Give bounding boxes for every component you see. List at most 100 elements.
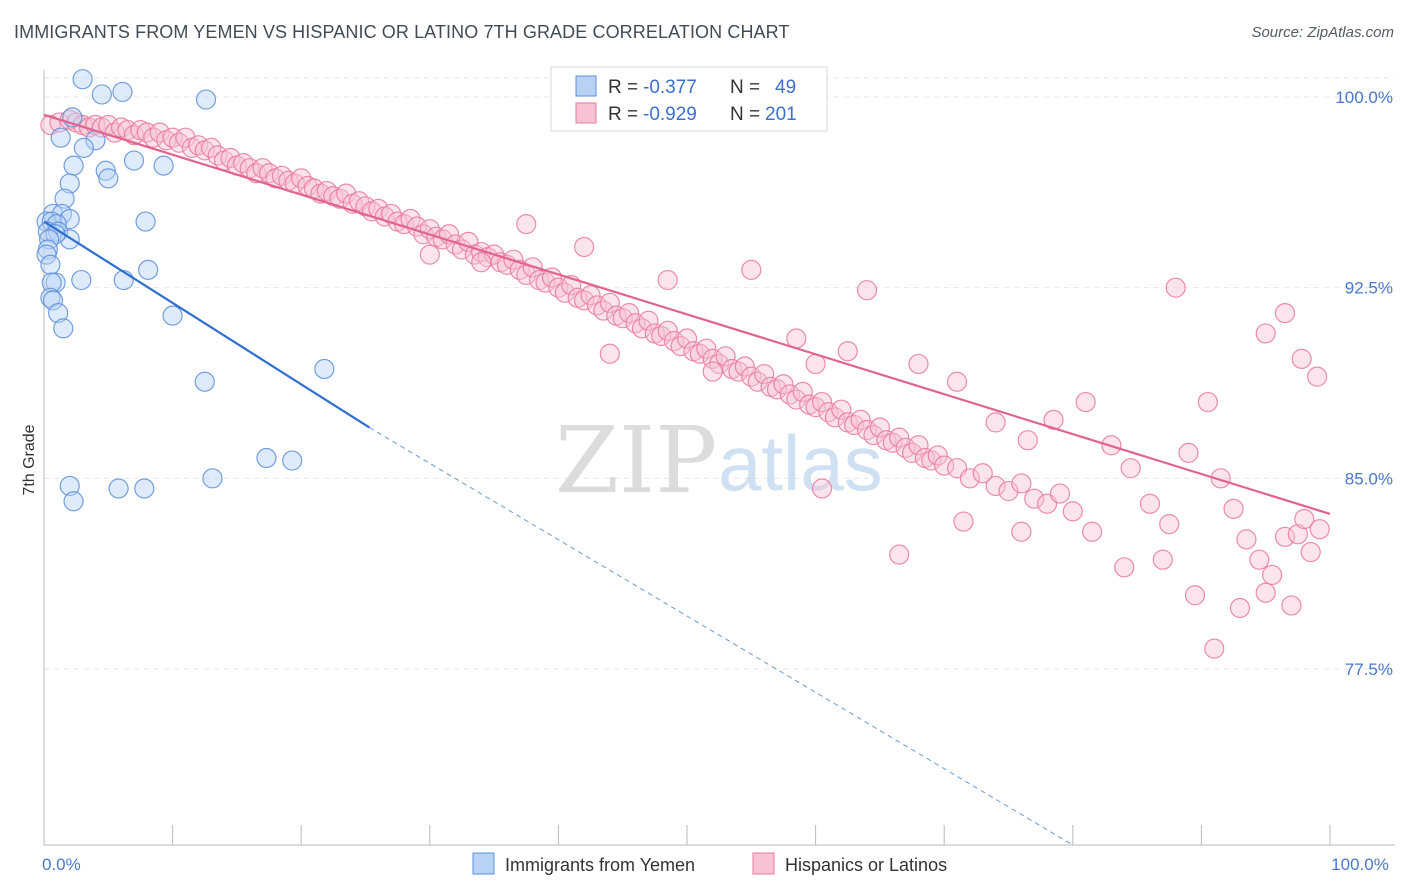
data-point xyxy=(889,544,910,565)
data-point xyxy=(953,511,974,532)
data-point xyxy=(138,259,159,280)
data-point xyxy=(1255,323,1276,344)
data-point xyxy=(959,468,981,489)
data-point xyxy=(1139,493,1161,514)
data-point xyxy=(985,412,1006,433)
data-point xyxy=(1165,277,1186,298)
data-point xyxy=(123,150,145,171)
watermark-atlas: atlas xyxy=(718,419,883,507)
series-hispanics-points xyxy=(40,109,1330,659)
legend-r-value-pink: -0.929 xyxy=(643,104,697,125)
data-point xyxy=(908,435,929,456)
data-point xyxy=(41,211,62,232)
data-point xyxy=(1274,526,1296,547)
data-point xyxy=(856,280,878,301)
data-point xyxy=(599,343,620,364)
data-point xyxy=(41,272,62,293)
y-tick-label: 92.5% xyxy=(1345,279,1393,298)
trend-line-yemen-extension xyxy=(369,427,1074,846)
data-point xyxy=(73,137,94,158)
legend-r-label-pink: R = xyxy=(608,104,638,125)
data-point xyxy=(59,173,80,194)
legend-swatch-pink xyxy=(575,102,597,124)
data-point xyxy=(135,211,156,232)
data-point xyxy=(71,269,92,291)
data-point xyxy=(972,463,993,484)
data-point xyxy=(696,338,717,359)
data-point xyxy=(516,214,537,235)
data-point xyxy=(1307,366,1328,387)
data-point xyxy=(1197,391,1218,413)
data-point xyxy=(72,69,93,90)
data-point xyxy=(811,391,833,413)
data-point xyxy=(1081,521,1103,542)
data-point xyxy=(850,409,871,430)
trend-line-hispanics xyxy=(43,113,1331,515)
data-point xyxy=(657,320,678,341)
data-point xyxy=(1062,501,1083,522)
data-point xyxy=(831,399,852,420)
legend-n-value-pink: 201 xyxy=(765,104,797,125)
data-point xyxy=(36,244,57,265)
data-point xyxy=(42,290,64,311)
data-point xyxy=(1152,549,1173,570)
data-point xyxy=(1184,585,1206,606)
data-point xyxy=(1159,513,1180,535)
data-point xyxy=(162,305,183,326)
legend-n-label-blue: N = xyxy=(730,77,760,98)
data-point xyxy=(336,183,357,204)
data-point xyxy=(1300,541,1321,563)
data-point xyxy=(638,310,659,331)
data-point xyxy=(1291,348,1312,369)
data-point xyxy=(202,468,223,489)
data-point xyxy=(1255,582,1276,603)
x-axis-ticks xyxy=(43,825,1331,845)
data-point xyxy=(1249,549,1270,570)
trend-lines xyxy=(43,113,1331,846)
y-tick-label: 100.0% xyxy=(1335,88,1393,107)
data-point xyxy=(39,229,60,250)
data-point xyxy=(194,371,215,392)
data-point xyxy=(282,450,303,471)
data-point xyxy=(1011,521,1032,542)
data-point xyxy=(153,155,174,176)
data-point xyxy=(946,371,968,392)
data-point xyxy=(1262,564,1283,586)
data-point xyxy=(1178,442,1199,464)
legend-label-yemen: Immigrants from Yemen xyxy=(505,855,695,875)
x-tick-label: 0.0% xyxy=(42,855,81,874)
data-point xyxy=(934,455,955,476)
data-point xyxy=(63,491,84,512)
data-point xyxy=(471,252,492,273)
legend-series: Immigrants from Yemen Hispanics or Latin… xyxy=(472,852,947,875)
trend-line-yemen xyxy=(43,220,370,429)
series-yemen-points xyxy=(36,69,335,512)
chart-source: Source: ZipAtlas.com xyxy=(1251,24,1394,41)
data-point xyxy=(927,445,948,466)
data-point xyxy=(754,364,775,385)
data-point xyxy=(53,318,74,339)
data-point xyxy=(1287,524,1308,545)
data-point xyxy=(1075,391,1096,413)
data-point xyxy=(54,188,75,209)
legend-n-value-blue: 49 xyxy=(775,77,796,98)
data-point xyxy=(314,358,335,380)
data-point xyxy=(40,254,61,275)
watermark-zip: ZIP xyxy=(555,407,717,514)
legend-stats: R = -0.377 N = 49 R = -0.929 N = 201 xyxy=(550,66,828,132)
data-point xyxy=(256,447,277,469)
legend-label-hispanics: Hispanics or Latinos xyxy=(785,855,947,875)
y-axis-tick-labels: 100.0% 92.5% 85.0% 77.5% xyxy=(1335,88,1393,679)
data-point xyxy=(676,328,698,349)
data-point xyxy=(1223,498,1244,519)
data-point xyxy=(59,475,80,497)
legend-swatch-yemen xyxy=(472,852,495,875)
data-point xyxy=(50,127,71,148)
data-point xyxy=(1281,595,1302,616)
data-point xyxy=(1017,430,1038,451)
data-point xyxy=(985,475,1006,497)
data-point xyxy=(1229,597,1251,619)
data-point xyxy=(59,208,80,230)
data-point xyxy=(837,341,858,362)
